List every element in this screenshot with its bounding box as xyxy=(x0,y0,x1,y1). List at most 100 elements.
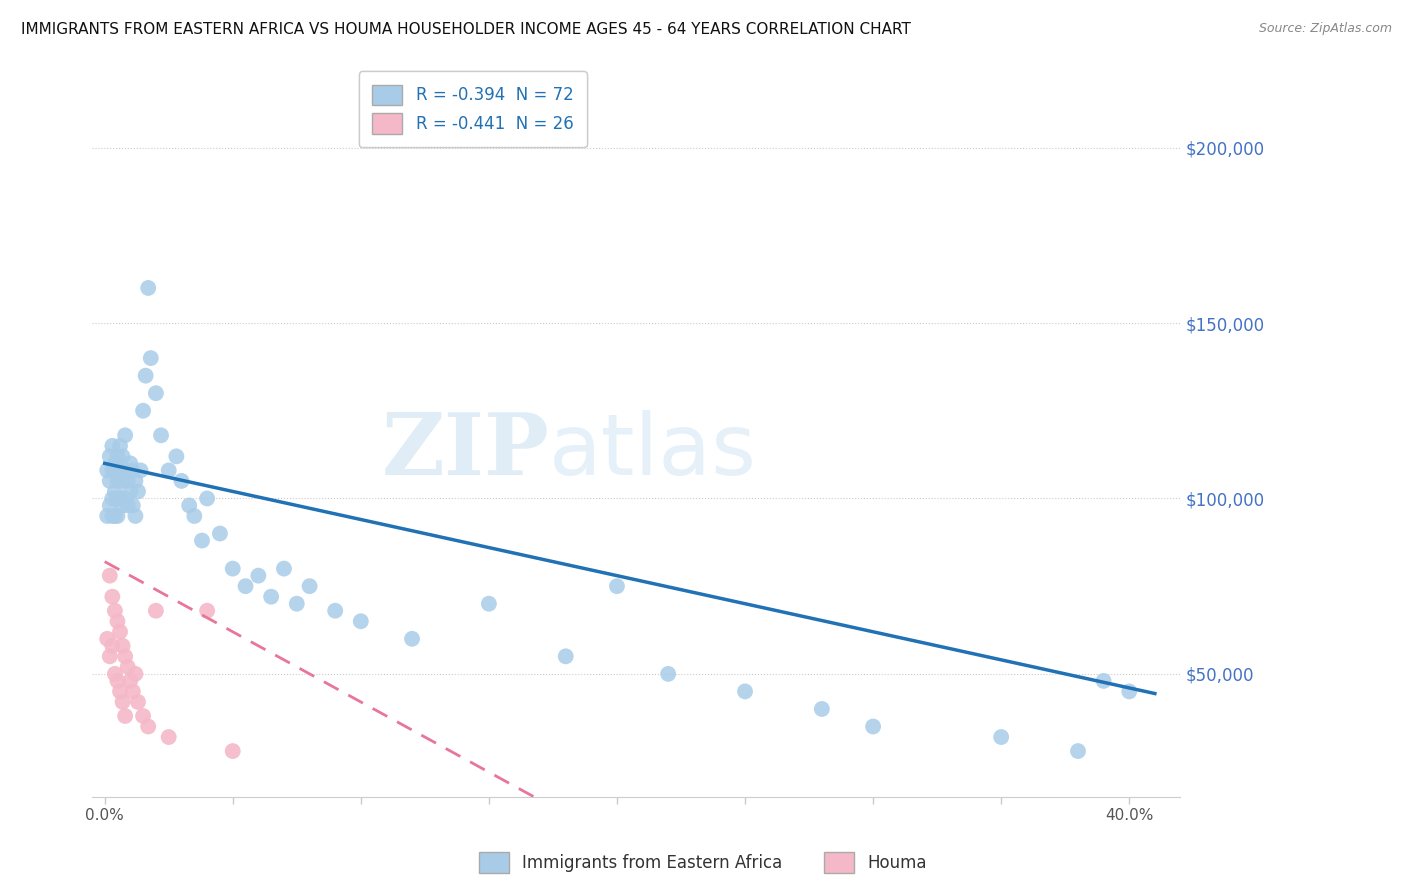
Point xyxy=(117,474,139,488)
Text: atlas: atlas xyxy=(550,410,756,493)
Point xyxy=(104,463,127,477)
Point xyxy=(157,730,180,744)
Point xyxy=(111,450,134,464)
Point xyxy=(101,590,124,604)
Point xyxy=(170,474,193,488)
Point xyxy=(104,604,127,618)
Point xyxy=(323,604,346,618)
Point xyxy=(114,491,136,506)
Point xyxy=(990,730,1012,744)
Point xyxy=(107,673,129,688)
Point xyxy=(96,632,118,646)
Text: Source: ZipAtlas.com: Source: ZipAtlas.com xyxy=(1258,22,1392,36)
Point xyxy=(139,351,162,365)
Point xyxy=(165,450,187,464)
Point xyxy=(108,491,131,506)
Point xyxy=(107,450,129,464)
Point xyxy=(121,499,143,513)
Point xyxy=(811,702,834,716)
Point xyxy=(129,463,152,477)
Point xyxy=(114,709,136,723)
Point xyxy=(107,614,129,628)
Point xyxy=(111,499,134,513)
Point xyxy=(222,561,245,575)
Point xyxy=(862,719,884,733)
Point xyxy=(195,491,218,506)
Point xyxy=(124,474,146,488)
Point xyxy=(117,499,139,513)
Point xyxy=(120,484,142,499)
Point xyxy=(136,719,159,733)
Point xyxy=(157,463,180,477)
Point xyxy=(606,579,628,593)
Point xyxy=(554,649,576,664)
Point xyxy=(208,526,231,541)
Legend: R = -0.394  N = 72, R = -0.441  N = 26: R = -0.394 N = 72, R = -0.441 N = 26 xyxy=(359,71,586,147)
Point xyxy=(96,508,118,523)
Point xyxy=(108,463,131,477)
Point xyxy=(132,403,155,417)
Point xyxy=(101,491,124,506)
Point xyxy=(101,639,124,653)
Point xyxy=(114,649,136,664)
Point xyxy=(104,484,127,499)
Point xyxy=(108,439,131,453)
Point xyxy=(179,499,201,513)
Point xyxy=(98,649,121,664)
Point xyxy=(132,709,155,723)
Point xyxy=(135,368,157,383)
Point xyxy=(104,508,127,523)
Point xyxy=(107,508,129,523)
Point xyxy=(657,666,679,681)
Point xyxy=(1118,684,1140,698)
Point xyxy=(183,508,205,523)
Point xyxy=(195,604,218,618)
Point xyxy=(117,660,139,674)
Point xyxy=(273,561,295,575)
Point xyxy=(121,463,143,477)
Text: ZIP: ZIP xyxy=(381,409,550,493)
Point xyxy=(145,386,167,401)
Point xyxy=(285,597,308,611)
Point xyxy=(298,579,321,593)
Point xyxy=(101,508,124,523)
Point xyxy=(108,463,131,477)
Point xyxy=(107,474,129,488)
Point xyxy=(111,639,134,653)
Point xyxy=(145,604,167,618)
Point xyxy=(1092,673,1115,688)
Point xyxy=(101,463,124,477)
Point xyxy=(120,673,142,688)
Point xyxy=(247,568,270,582)
Point xyxy=(98,474,121,488)
Point xyxy=(107,491,129,506)
Text: IMMIGRANTS FROM EASTERN AFRICA VS HOUMA HOUSEHOLDER INCOME AGES 45 - 64 YEARS CO: IMMIGRANTS FROM EASTERN AFRICA VS HOUMA … xyxy=(21,22,911,37)
Point xyxy=(98,568,121,582)
Point xyxy=(108,684,131,698)
Point xyxy=(98,450,121,464)
Point xyxy=(478,597,501,611)
Point xyxy=(127,695,149,709)
Point xyxy=(401,632,423,646)
Point xyxy=(120,456,142,470)
Point xyxy=(108,624,131,639)
Point xyxy=(222,744,245,758)
Point xyxy=(98,499,121,513)
Point xyxy=(150,428,173,442)
Point xyxy=(101,439,124,453)
Point xyxy=(104,456,127,470)
Point xyxy=(136,281,159,295)
Point xyxy=(114,463,136,477)
Point xyxy=(121,684,143,698)
Point xyxy=(111,695,134,709)
Point xyxy=(114,428,136,442)
Point xyxy=(124,666,146,681)
Legend: Immigrants from Eastern Africa, Houma: Immigrants from Eastern Africa, Houma xyxy=(472,846,934,880)
Point xyxy=(1067,744,1090,758)
Point xyxy=(191,533,214,548)
Point xyxy=(260,590,283,604)
Point xyxy=(104,666,127,681)
Point xyxy=(350,614,373,628)
Point xyxy=(124,508,146,523)
Point xyxy=(235,579,257,593)
